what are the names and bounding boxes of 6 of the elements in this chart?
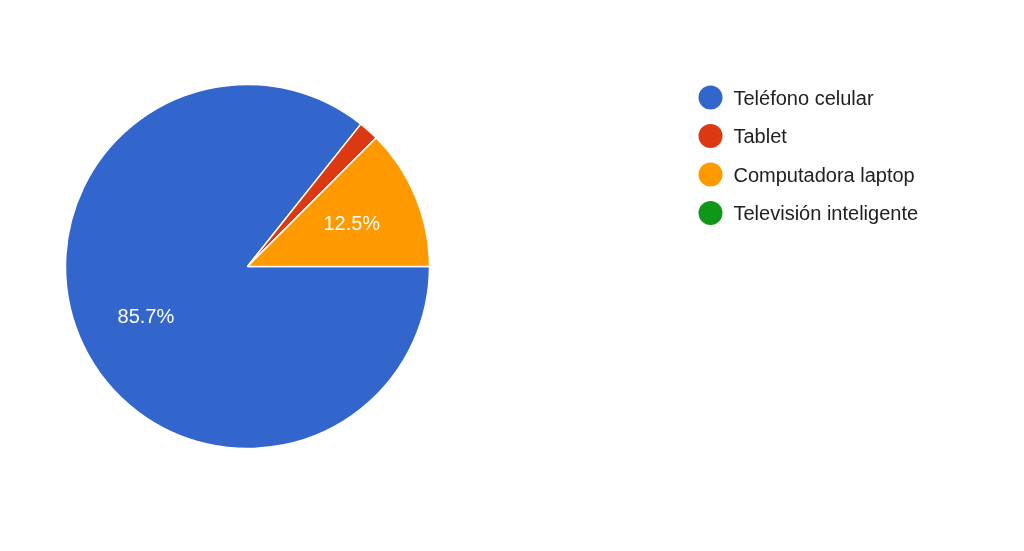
legend-label: Tablet [733,125,788,147]
legend-label: Teléfono celular [733,86,874,109]
legend-label: Televisión inteligente [733,202,919,224]
legend-label: Computadora laptop [733,163,915,186]
data-label: 85.7% [117,304,175,327]
data-label: 12.5% [323,212,381,235]
